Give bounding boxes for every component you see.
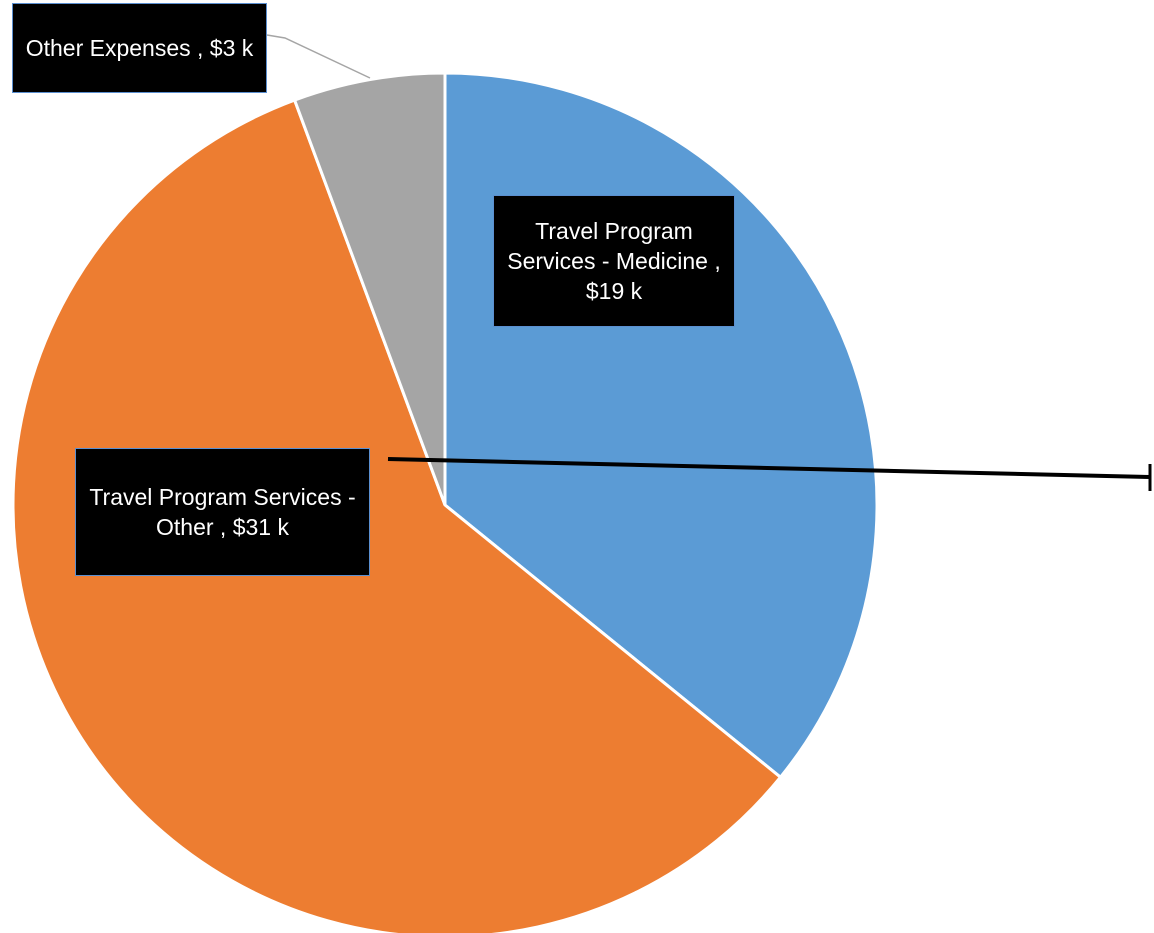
- data-label: Travel Program Services - Other , $31 k: [75, 448, 370, 576]
- arrow-line: [387, 457, 1151, 479]
- data-label: Other Expenses , $3 k: [12, 3, 267, 93]
- data-label: Travel Program Services - Medicine , $19…: [493, 195, 735, 327]
- pie-slice: [11, 98, 783, 933]
- leader-line: [266, 34, 371, 79]
- pie-slice: [292, 71, 447, 506]
